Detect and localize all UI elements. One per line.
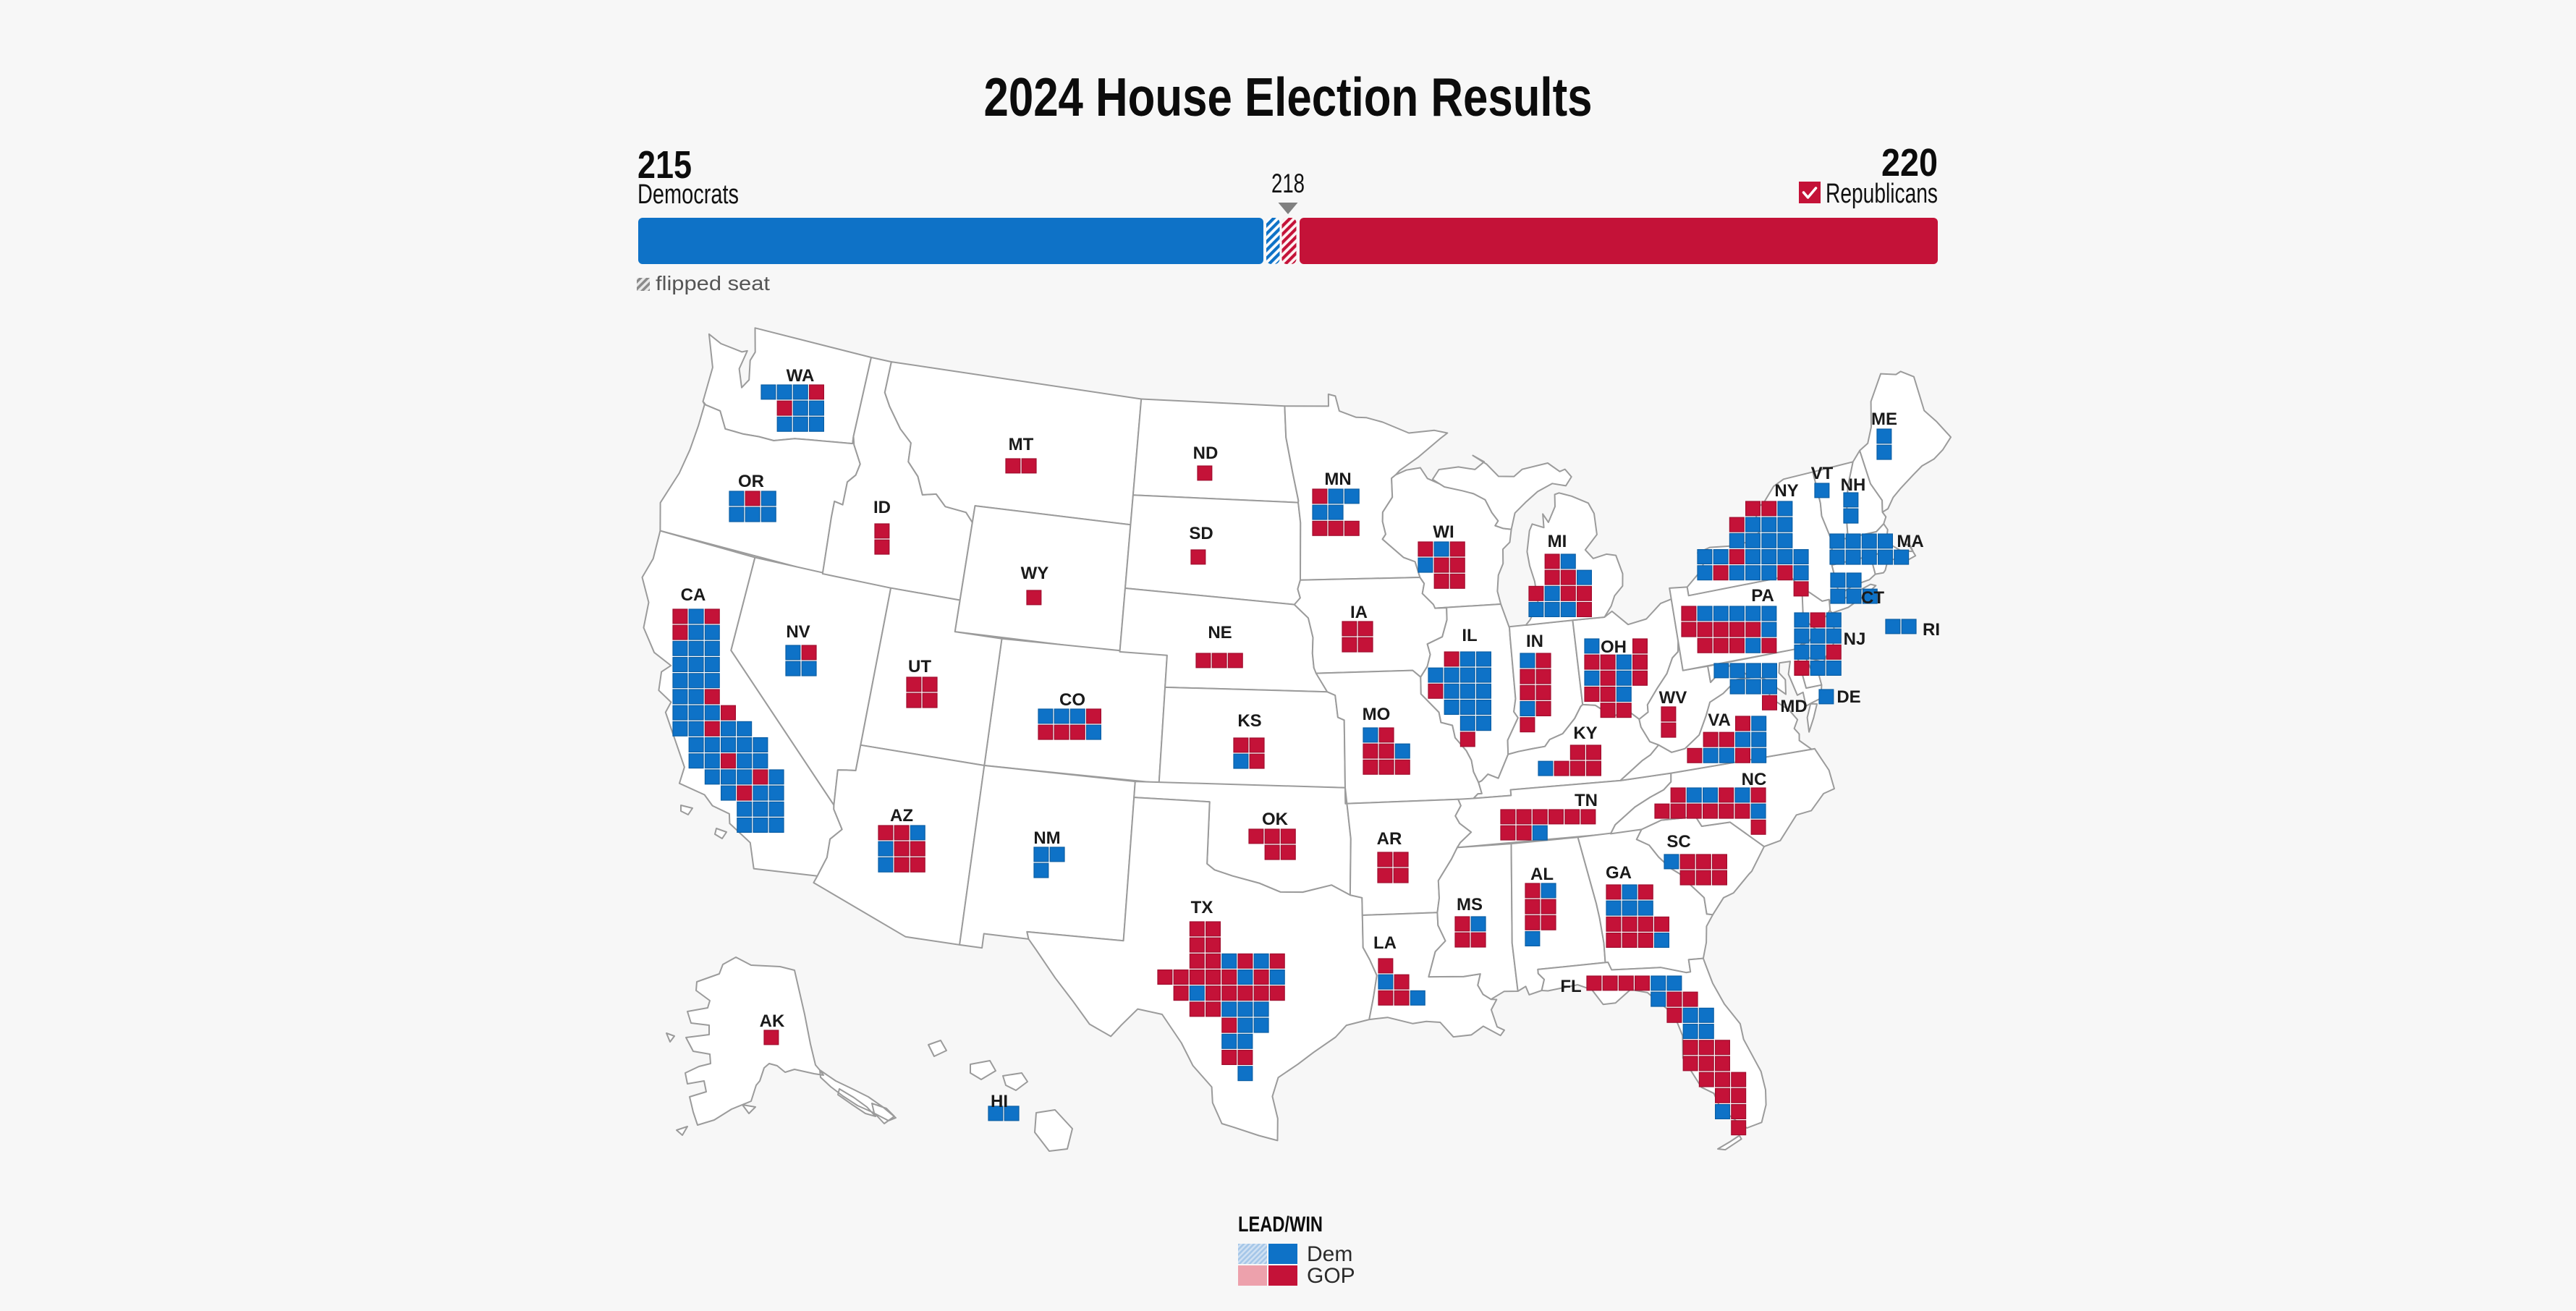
svg-text:ND: ND: [1193, 444, 1219, 463]
svg-text:220: 220: [1881, 141, 1938, 184]
svg-text:MN: MN: [1324, 470, 1351, 489]
svg-text:SD: SD: [1189, 524, 1213, 543]
svg-text:IN: IN: [1526, 632, 1543, 651]
svg-text:NY: NY: [1774, 481, 1798, 501]
svg-text:MS: MS: [1457, 895, 1483, 915]
svg-text:WI: WI: [1433, 522, 1454, 542]
svg-text:PA: PA: [1751, 586, 1774, 606]
svg-text:AR: AR: [1377, 829, 1402, 849]
svg-text:UT: UT: [908, 657, 931, 676]
svg-text:OR: OR: [738, 472, 764, 491]
svg-text:AL: AL: [1530, 865, 1554, 884]
svg-text:2024 House Election Results: 2024 House Election Results: [984, 67, 1593, 127]
svg-text:VA: VA: [1708, 710, 1731, 730]
svg-text:MI: MI: [1548, 532, 1567, 551]
svg-text:OH: OH: [1601, 637, 1627, 657]
svg-text:Dem: Dem: [1307, 1242, 1352, 1266]
svg-text:WV: WV: [1659, 688, 1687, 708]
svg-text:MT: MT: [1009, 435, 1034, 454]
svg-text:KY: KY: [1573, 724, 1597, 743]
svg-text:NE: NE: [1208, 623, 1232, 642]
svg-text:ID: ID: [873, 498, 891, 517]
svg-text:215: 215: [637, 143, 692, 187]
svg-text:HI: HI: [991, 1092, 1008, 1111]
svg-text:218: 218: [1271, 169, 1305, 198]
svg-text:GOP: GOP: [1307, 1264, 1355, 1288]
svg-text:NJ: NJ: [1844, 629, 1866, 649]
svg-text:RI: RI: [1923, 620, 1940, 640]
svg-text:WA: WA: [787, 366, 815, 386]
svg-text:ME: ME: [1871, 410, 1897, 429]
svg-text:KS: KS: [1237, 711, 1261, 731]
svg-text:NM: NM: [1033, 828, 1060, 848]
svg-text:DE: DE: [1836, 687, 1860, 707]
svg-text:Democrats: Democrats: [637, 179, 739, 210]
svg-text:AZ: AZ: [890, 806, 913, 826]
svg-text:CT: CT: [1861, 588, 1884, 608]
svg-text:GA: GA: [1606, 863, 1632, 883]
svg-text:SC: SC: [1666, 832, 1690, 852]
svg-text:NV: NV: [786, 622, 810, 642]
svg-text:MO: MO: [1363, 705, 1391, 724]
svg-text:MA: MA: [1897, 532, 1923, 551]
svg-text:CO: CO: [1059, 690, 1085, 710]
svg-text:flipped seat: flipped seat: [656, 272, 770, 294]
svg-text:CA: CA: [681, 585, 706, 605]
svg-text:OK: OK: [1262, 810, 1289, 829]
svg-text:IA: IA: [1350, 603, 1368, 622]
svg-text:TN: TN: [1575, 791, 1598, 810]
svg-text:IL: IL: [1462, 626, 1477, 645]
svg-text:VT: VT: [1811, 464, 1834, 483]
svg-text:TX: TX: [1191, 898, 1213, 917]
svg-text:FL: FL: [1560, 977, 1581, 996]
svg-text:WY: WY: [1021, 564, 1049, 583]
svg-text:AK: AK: [760, 1011, 785, 1031]
svg-text:LEAD/WIN: LEAD/WIN: [1238, 1213, 1323, 1236]
svg-text:LA: LA: [1373, 933, 1397, 953]
svg-text:MD: MD: [1780, 697, 1807, 716]
svg-text:NH: NH: [1841, 475, 1866, 495]
svg-text:NC: NC: [1742, 770, 1767, 789]
svg-text:Republicans: Republicans: [1826, 179, 1938, 209]
